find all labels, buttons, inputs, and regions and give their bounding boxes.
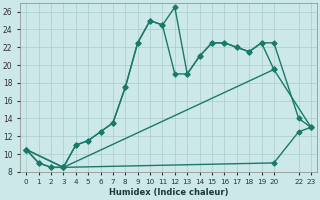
X-axis label: Humidex (Indice chaleur): Humidex (Indice chaleur): [109, 188, 228, 197]
